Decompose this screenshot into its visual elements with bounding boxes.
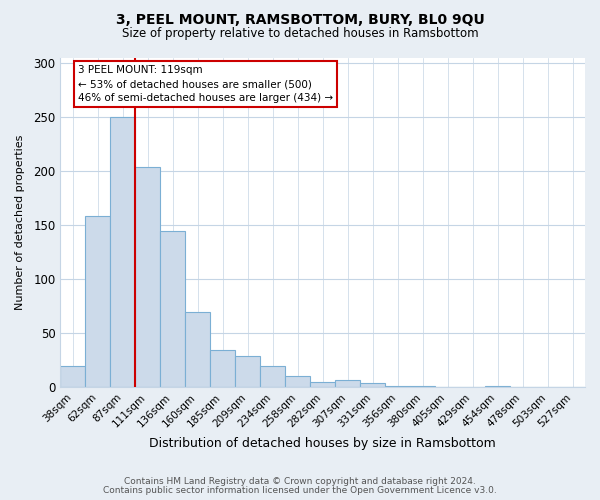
Bar (136, 166, 160, 387)
Bar (85, 216, 110, 387)
Bar (385, 386, 410, 387)
Text: Size of property relative to detached houses in Ramsbottom: Size of property relative to detached ho… (122, 28, 478, 40)
Bar (310, 382, 335, 387)
Bar (285, 376, 310, 387)
Bar (110, 117, 136, 387)
Bar (335, 380, 360, 387)
Text: Contains HM Land Registry data © Crown copyright and database right 2024.: Contains HM Land Registry data © Crown c… (124, 477, 476, 486)
Bar (260, 366, 285, 387)
Bar (410, 386, 435, 387)
Bar (61, 366, 85, 387)
Text: Contains public sector information licensed under the Open Government Licence v3: Contains public sector information licen… (103, 486, 497, 495)
Bar (211, 350, 235, 387)
X-axis label: Distribution of detached houses by size in Ramsbottom: Distribution of detached houses by size … (149, 437, 496, 450)
Bar (360, 382, 385, 387)
Bar (160, 232, 185, 387)
Text: 3, PEEL MOUNT, RAMSBOTTOM, BURY, BL0 9QU: 3, PEEL MOUNT, RAMSBOTTOM, BURY, BL0 9QU (116, 12, 484, 26)
Y-axis label: Number of detached properties: Number of detached properties (15, 134, 25, 310)
Bar (185, 312, 211, 387)
Text: 3 PEEL MOUNT: 119sqm
← 53% of detached houses are smaller (500)
46% of semi-deta: 3 PEEL MOUNT: 119sqm ← 53% of detached h… (78, 65, 333, 103)
Bar (235, 356, 260, 387)
Bar (485, 386, 510, 387)
